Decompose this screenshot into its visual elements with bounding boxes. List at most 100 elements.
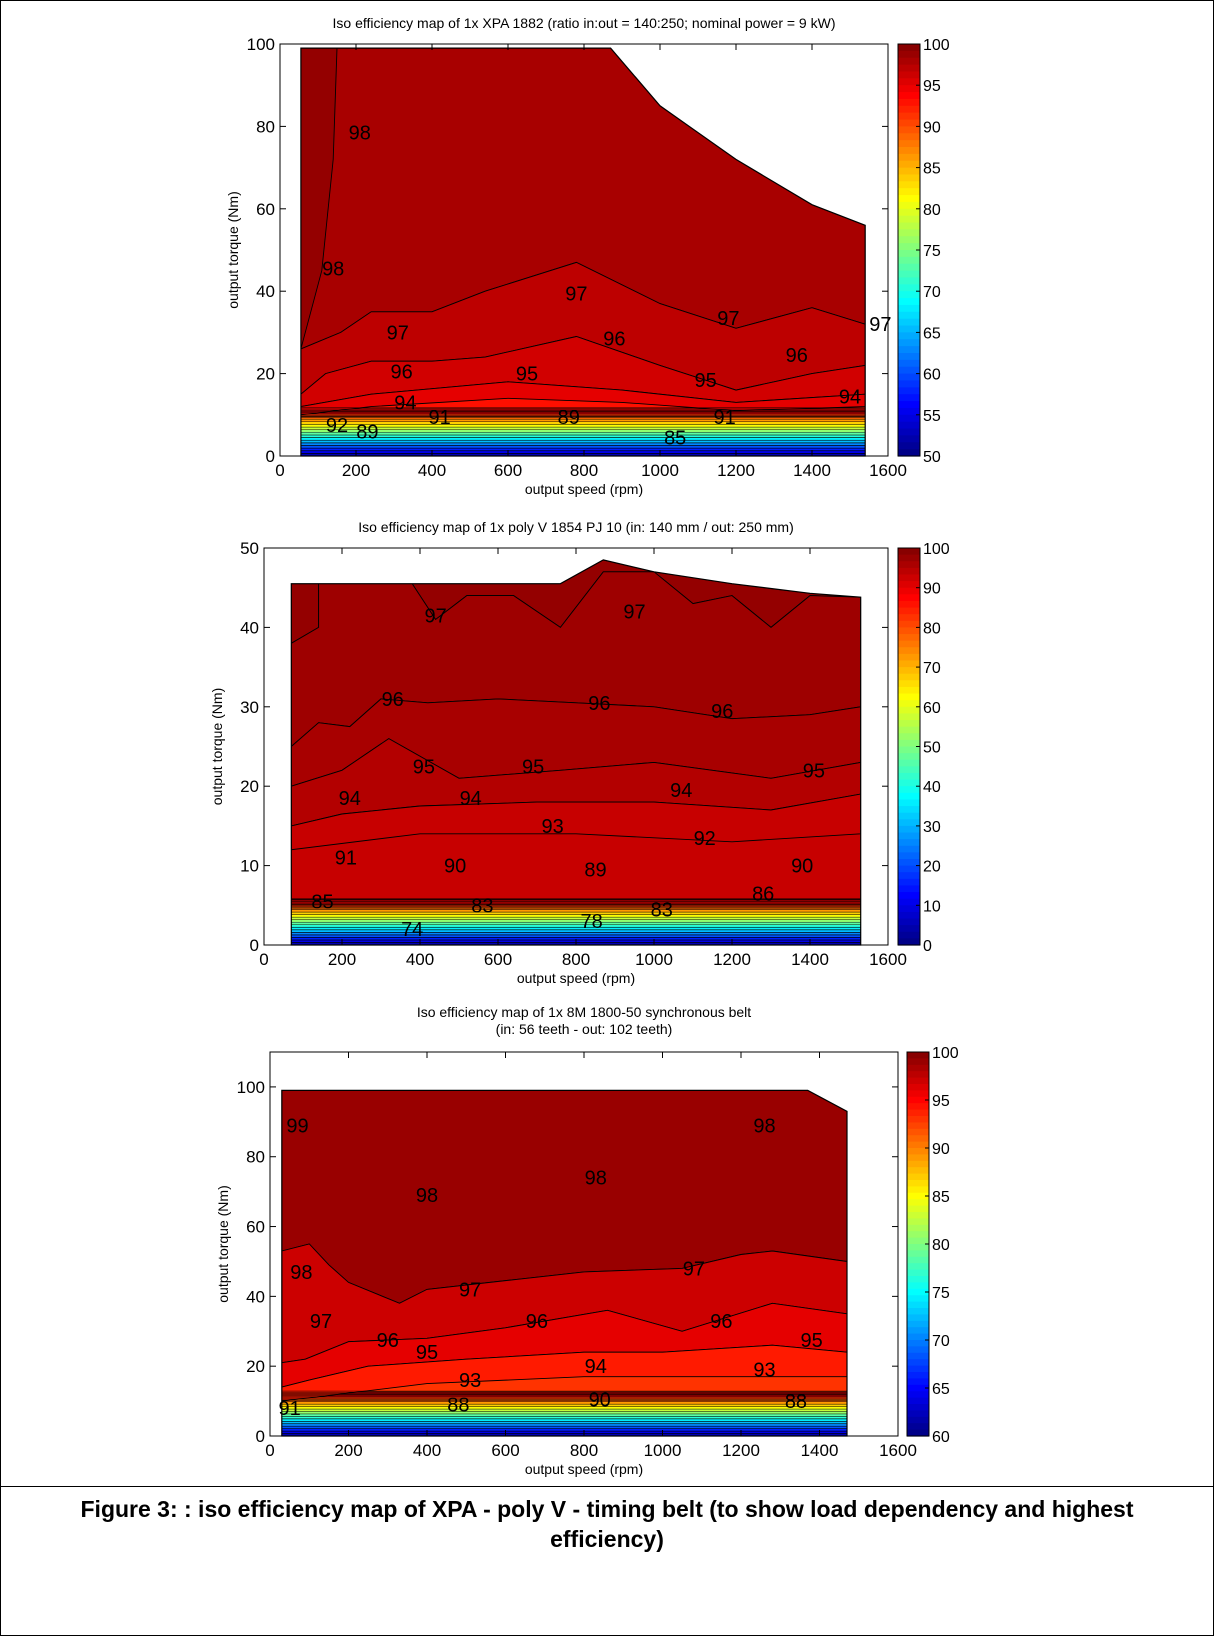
chart2-colorbar-seg-31: [898, 753, 920, 761]
chart2-contour-label-19: 83: [651, 899, 673, 921]
chart1-colorbar-seg-17: [898, 160, 920, 169]
chart2-colorbar-seg-10: [898, 614, 920, 622]
chart2: 97 97 96 96 96 95 95 95 94 94 94 93 92 91 90 90 89 85 83 83…: [209, 519, 950, 986]
chart2-colorbar-seg-33: [898, 766, 920, 774]
chart1-colorbar-seg-44: [898, 346, 920, 354]
chart2-band-4: [291, 932, 861, 936]
chart2-colorbar-seg-58: [898, 931, 920, 939]
chart2-contour-label-6: 95: [522, 756, 544, 778]
chart3-xtick-label-7: 1400: [801, 1441, 839, 1460]
chart1-band-2: [300, 447, 866, 452]
chart1-band-12: [300, 421, 866, 425]
chart2-colorbar-label-8: 80: [923, 620, 941, 637]
chart3-colorbar-label-3: 75: [932, 1285, 950, 1302]
chart3-colorbar-seg-37: [907, 1288, 929, 1296]
chart2-colorbar-seg-38: [898, 799, 920, 807]
chart1-contour-label-10: 95: [694, 370, 716, 392]
chart2-colorbar-seg-43: [898, 832, 920, 840]
chart3-colorbar-seg-53: [907, 1391, 929, 1399]
chart1-colorbar-seg-56: [898, 428, 920, 436]
chart2-colorbar-label-2: 20: [923, 859, 941, 876]
chart3-contour-label-8: 96: [377, 1330, 399, 1352]
chart1-colorbar-seg-33: [898, 270, 920, 279]
chart2-colorbar-seg-45: [898, 845, 920, 853]
chart3-colorbar-seg-22: [907, 1192, 929, 1200]
chart1-colorbar-seg-47: [898, 366, 920, 375]
chart1-colorbar-seg-14: [898, 140, 920, 148]
chart3-xtick-label-8: 1600: [879, 1441, 917, 1460]
chart1-colorbar-seg-18: [898, 167, 920, 176]
chart3-colorbar-seg-57: [907, 1416, 929, 1424]
chart2-colorbar-seg-44: [898, 839, 920, 847]
chart3-colorbar-seg-26: [907, 1218, 929, 1226]
chart1-contour-label-15: 92: [326, 415, 348, 437]
chart2-colorbar-seg-5: [898, 581, 920, 589]
chart2-colorbar-seg-27: [898, 726, 920, 734]
chart3-colorbar-seg-19: [907, 1173, 929, 1181]
chart3-band-13: [281, 1401, 847, 1405]
chart2-colorbar-seg-24: [898, 706, 920, 715]
chart2-contour-label-17: 85: [311, 891, 333, 913]
chart2-colorbar-seg-15: [898, 647, 920, 655]
chart2-colorbar-label-1: 10: [923, 898, 941, 915]
chart3-contour-label-13: 93: [459, 1370, 481, 1392]
chart2-colorbar-seg-22: [898, 693, 920, 701]
chart1-colorbar-seg-25: [898, 215, 920, 224]
chart2-colorbar-seg-12: [898, 627, 920, 635]
chart3-colorbar-seg-44: [907, 1333, 929, 1341]
chart1-colorbar-label-6: 80: [923, 202, 941, 219]
chart1-colorbar-seg-45: [898, 353, 920, 361]
chart3-colorbar-seg-34: [907, 1269, 929, 1277]
chart1-contours: [300, 48, 866, 456]
chart3-colorbar-seg-42: [907, 1320, 929, 1328]
chart1-colorbar-seg-58: [898, 442, 920, 450]
chart1-colorbar-label-7: 85: [923, 161, 941, 178]
chart3-band-9: [281, 1411, 847, 1415]
chart1-colorbar-seg-6: [898, 85, 920, 93]
chart2-band-12: [291, 911, 861, 915]
chart1-colorbar-seg-40: [898, 318, 920, 327]
chart1-colorbar-seg-42: [898, 332, 920, 340]
chart1-band-6: [300, 437, 866, 441]
chart1-colorbar-seg-4: [898, 71, 920, 79]
chart3-xtick-label-5: 1000: [644, 1441, 682, 1460]
chart2-band-11: [291, 914, 861, 918]
chart3-colorbar-seg-9: [907, 1109, 929, 1117]
chart1-contour-label-7: 96: [603, 329, 625, 351]
chart1-colorbar-seg-38: [898, 304, 920, 313]
chart2-contour-label-9: 94: [460, 788, 482, 810]
chart3-ytick-label-2: 40: [246, 1287, 265, 1306]
chart3-colorbar-seg-28: [907, 1231, 929, 1239]
chart3-contour-label-6: 97: [459, 1279, 481, 1301]
chart1-contour-label-9: 95: [516, 364, 538, 386]
chart2-colorbar-seg-17: [898, 660, 920, 668]
chart3-colorbar-seg-59: [907, 1429, 929, 1437]
chart3-colorbar-seg-13: [907, 1135, 929, 1143]
chart1-band-11: [300, 424, 866, 428]
chart3-contour-label-18: 90: [589, 1389, 611, 1411]
caption-divider: [0, 1486, 1214, 1487]
chart1-colorbar-seg-7: [898, 92, 920, 100]
chart2-colorbar-seg-29: [898, 739, 920, 748]
chart3-colorbar-seg-2: [907, 1064, 929, 1072]
chart2-contour-label-21: 74: [401, 919, 423, 941]
chart3-band-6: [281, 1418, 847, 1422]
chart3-colorbar-seg-30: [907, 1244, 929, 1251]
chart1-colorbar-seg-32: [898, 263, 920, 272]
chart1-xtick-label-6: 1200: [717, 461, 755, 480]
chart1-contour-label-6: 96: [390, 362, 412, 384]
chart2-colorbar-label-6: 60: [923, 700, 941, 717]
chart3-contour-label-4: 98: [290, 1262, 312, 1284]
chart3-band-1: [281, 1430, 847, 1434]
chart2-colorbar-seg-32: [898, 759, 920, 767]
chart2-colorbar-seg-48: [898, 865, 920, 873]
chart1-colorbar-seg-43: [898, 339, 920, 347]
chart3-band-10: [281, 1408, 847, 1412]
chart1-contour-label-14: 91: [713, 407, 735, 429]
chart3-colorbar-seg-1: [907, 1058, 929, 1066]
chart2-colorbar-seg-30: [898, 746, 920, 754]
chart1-band-10: [300, 426, 866, 430]
chart1-contour-label-8: 96: [786, 345, 808, 367]
chart3-colorbar-seg-43: [907, 1327, 929, 1335]
chart1-contour-label-12: 94: [839, 386, 861, 408]
